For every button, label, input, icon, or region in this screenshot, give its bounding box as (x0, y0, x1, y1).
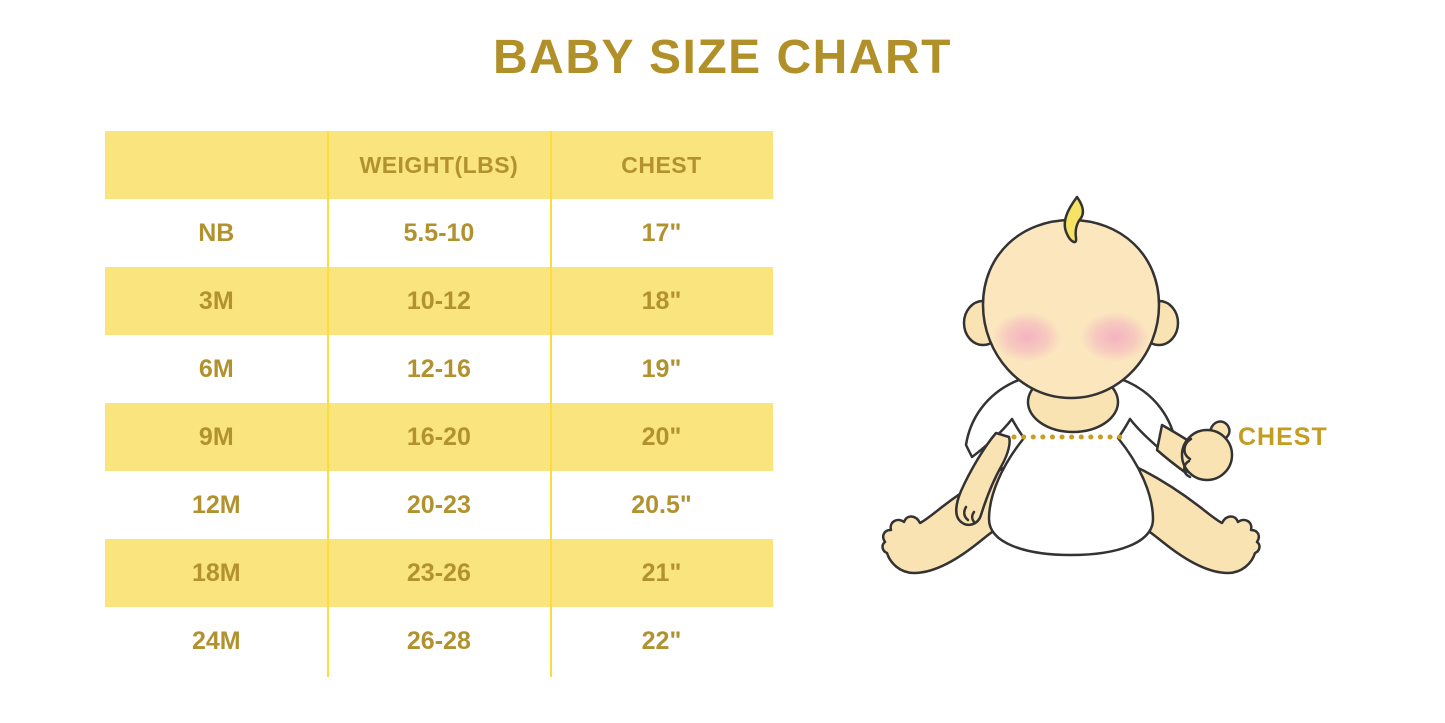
size-table: WEIGHT(LBS) CHEST NB 5.5-10 17" 3M 10-12… (105, 131, 773, 677)
table-row: 18M 23-26 21" (105, 539, 773, 607)
table-row: 24M 26-28 22" (105, 607, 773, 675)
weight-cell: 23-26 (406, 558, 471, 587)
table-row: 6M 12-16 19" (105, 335, 773, 403)
size-cell: 24M (191, 626, 241, 655)
weight-cell: 20-23 (406, 490, 471, 519)
baby-left-arm (955, 431, 1011, 527)
page-title: BABY SIZE CHART (493, 31, 952, 84)
column-divider-line (550, 131, 552, 677)
chest-cell: 18" (641, 286, 682, 315)
baby-head (981, 218, 1161, 400)
chest-cell: 21" (641, 558, 682, 587)
size-cell: 18M (191, 558, 241, 587)
chest-measure-label: CHEST (1238, 423, 1328, 451)
baby-fist-fingers (1183, 437, 1193, 479)
table-row: 3M 10-12 18" (105, 267, 773, 335)
size-cell: 12M (191, 490, 241, 519)
size-cell: NB (198, 218, 235, 247)
chest-cell: 20.5" (631, 490, 692, 519)
weight-cell: 26-28 (406, 626, 471, 655)
size-cell: 6M (198, 354, 234, 383)
baby-left-hand-fingers (963, 505, 977, 525)
table-row: 9M 16-20 20" (105, 403, 773, 471)
chest-cell: 17" (641, 218, 682, 247)
table-row: NB 5.5-10 17" (105, 199, 773, 267)
baby-left-blush (993, 312, 1061, 362)
chest-cell: 22" (641, 626, 682, 655)
baby-hair-curl (1063, 195, 1085, 244)
size-cell: 3M (198, 286, 234, 315)
column-divider-line (327, 131, 329, 677)
table-row: 12M 20-23 20.5" (105, 471, 773, 539)
baby-right-blush (1081, 312, 1149, 362)
weight-cell: 16-20 (406, 422, 471, 451)
weight-cell: 5.5-10 (403, 218, 475, 247)
header-cell-chest: CHEST (621, 151, 702, 178)
chest-cell: 19" (641, 354, 682, 383)
baby-fist (1180, 428, 1234, 482)
header-cell-weight: WEIGHT(LBS) (359, 151, 519, 178)
header-cell-size (105, 131, 328, 199)
table-header-row: WEIGHT(LBS) CHEST (105, 131, 773, 199)
weight-cell: 10-12 (406, 286, 471, 315)
weight-cell: 12-16 (406, 354, 471, 383)
baby-illustration (881, 195, 1261, 575)
chest-cell: 20" (641, 422, 682, 451)
size-cell: 9M (198, 422, 234, 451)
